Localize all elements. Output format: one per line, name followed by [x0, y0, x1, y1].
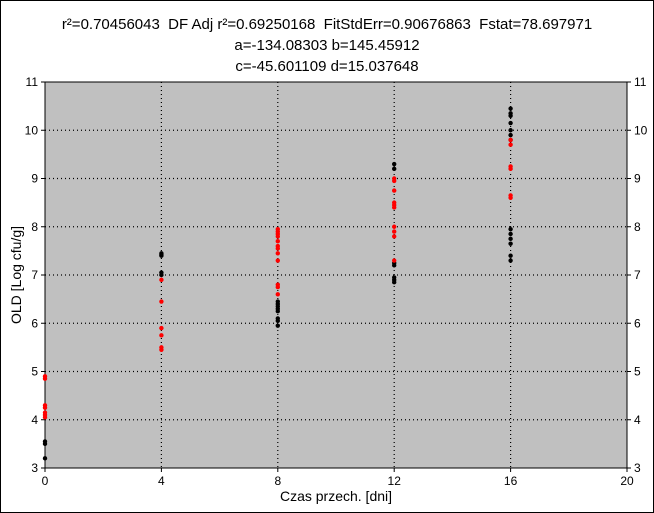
y-tick-label-right: 3 [634, 461, 641, 475]
data-point [508, 137, 513, 143]
data-point [392, 275, 397, 280]
data-point [159, 299, 164, 304]
data-point [275, 292, 280, 297]
data-point [159, 277, 164, 283]
data-point [508, 241, 513, 246]
data-point [275, 226, 280, 232]
data-point [42, 456, 48, 461]
x-tick-label: 12 [388, 474, 402, 488]
data-point [392, 224, 397, 229]
data-point [508, 164, 513, 169]
chart-title-stats: r²=0.70456043 DF Adj r²=0.69250168 FitSt… [61, 16, 593, 33]
x-tick-label: 16 [504, 474, 518, 488]
data-point [392, 176, 397, 181]
chart-title-params-ab: a=-134.08303 b=145.45912 [234, 37, 420, 54]
data-point [392, 229, 397, 234]
y-axis-label: OLD [Log cfu/g] [8, 226, 24, 324]
data-point [159, 333, 164, 338]
data-point [508, 253, 513, 258]
y-tick-label-right: 7 [634, 268, 641, 282]
data-point [159, 345, 164, 350]
y-tick-label-right: 6 [634, 316, 641, 330]
y-tick-label-left: 9 [31, 172, 38, 186]
y-tick-label-right: 8 [634, 220, 641, 234]
y-tick-label-left: 5 [31, 365, 38, 379]
data-point [508, 236, 513, 242]
data-point [42, 410, 48, 415]
data-point [392, 161, 397, 167]
y-tick-label-left: 8 [31, 220, 38, 234]
data-point [392, 234, 397, 239]
data-point [42, 403, 48, 408]
data-point [508, 258, 513, 263]
data-point [508, 106, 513, 111]
y-tick-label-right: 11 [634, 75, 647, 89]
y-tick-label-left: 10 [25, 123, 39, 137]
data-point [508, 120, 513, 126]
data-point [159, 251, 164, 256]
y-tick-label-right: 10 [634, 123, 648, 137]
data-point [275, 323, 280, 328]
data-point [159, 270, 164, 275]
data-point [392, 188, 397, 193]
data-point [508, 132, 513, 138]
data-point [275, 316, 280, 321]
data-point [275, 251, 280, 256]
chart-title-params-cd: c=-45.601109 d=15.037648 [235, 58, 419, 75]
x-tick-label: 20 [620, 474, 634, 488]
y-tick-label-left: 7 [31, 268, 38, 282]
data-point [42, 374, 48, 379]
data-point [275, 258, 280, 263]
x-tick-label: 4 [158, 474, 165, 488]
y-tick-label-left: 4 [31, 413, 38, 427]
y-tick-label-left: 11 [26, 75, 39, 89]
y-tick-label-right: 5 [634, 365, 641, 379]
y-tick-label-right: 4 [634, 413, 641, 427]
y-tick-label-left: 3 [31, 461, 38, 475]
x-axis-label: Czas przech. [dni] [280, 488, 392, 504]
data-point [508, 226, 513, 232]
x-tick-label: 8 [274, 474, 281, 488]
data-point [508, 231, 513, 237]
data-point [42, 439, 48, 444]
y-tick-label-left: 6 [31, 316, 38, 330]
data-point [508, 142, 513, 147]
data-point [392, 258, 397, 263]
data-point [159, 325, 164, 331]
data-point [275, 282, 280, 287]
y-tick-label-right: 9 [634, 172, 641, 186]
data-point [275, 299, 280, 304]
data-point [275, 239, 280, 244]
plot-area [44, 81, 628, 469]
data-point [508, 111, 513, 116]
data-point [275, 243, 280, 249]
data-point [392, 166, 397, 172]
data-point [508, 128, 513, 133]
data-points [42, 106, 513, 461]
data-point [392, 200, 397, 205]
x-tick-label: 0 [42, 474, 49, 488]
data-point [508, 193, 513, 198]
